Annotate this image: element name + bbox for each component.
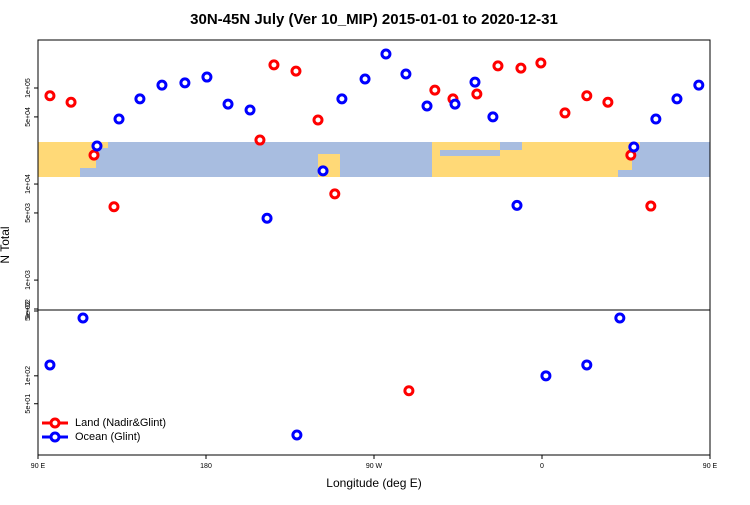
point — [268, 59, 280, 71]
point — [65, 96, 77, 108]
point — [44, 90, 56, 102]
point — [336, 93, 348, 105]
point — [535, 57, 547, 69]
point — [400, 68, 412, 80]
point — [77, 312, 89, 324]
y-tick-label: 5e+02 — [25, 299, 32, 319]
point — [602, 96, 614, 108]
point — [449, 98, 461, 110]
point — [108, 201, 120, 213]
x-axis-label: Longitude (deg E) — [326, 476, 421, 490]
point — [134, 93, 146, 105]
point — [88, 149, 100, 161]
x-tick-label: 180 — [200, 463, 212, 470]
point — [290, 65, 302, 77]
point — [261, 212, 273, 224]
point — [650, 113, 662, 125]
y-tick-label: 1e+05 — [25, 78, 32, 98]
point — [359, 73, 371, 85]
y-tick-label: 5e+02 — [25, 301, 32, 321]
point — [581, 359, 593, 371]
point — [511, 199, 523, 211]
y-tick-label: 5e+03 — [25, 203, 32, 223]
point — [91, 140, 103, 152]
x-tick-label: 0 — [540, 463, 544, 470]
point — [645, 200, 657, 212]
point — [693, 79, 705, 91]
point — [403, 385, 415, 397]
point — [380, 48, 392, 60]
point — [254, 134, 266, 146]
point — [113, 113, 125, 125]
legend-label: Land (Nadir&Glint) — [75, 417, 166, 429]
point — [429, 84, 441, 96]
point — [671, 93, 683, 105]
point — [317, 165, 329, 177]
point — [291, 429, 303, 441]
y-tick-label: 5e+04 — [25, 107, 32, 127]
point — [581, 90, 593, 102]
y-tick-label: 5e+01 — [25, 394, 32, 414]
point — [540, 370, 552, 382]
point — [244, 104, 256, 116]
legend-label: Ocean (Glint) — [75, 431, 140, 443]
y-axis-label: N Total — [0, 226, 12, 263]
map-strip — [38, 142, 710, 177]
y-tick-label: 1e+02 — [25, 366, 32, 386]
point — [614, 312, 626, 324]
point — [156, 79, 168, 91]
point — [515, 62, 527, 74]
point — [312, 114, 324, 126]
point — [469, 76, 481, 88]
point — [179, 77, 191, 89]
legend-marker — [49, 417, 61, 429]
point — [201, 71, 213, 83]
point — [222, 98, 234, 110]
y-tick-label: 1e+03 — [25, 270, 32, 290]
x-tick-label: 90 W — [366, 463, 383, 470]
point — [559, 107, 571, 119]
chart-title: 30N-45N July (Ver 10_MIP) 2015-01-01 to … — [190, 11, 558, 28]
point — [628, 141, 640, 153]
point — [44, 359, 56, 371]
point — [471, 88, 483, 100]
x-tick-label: 90 E — [31, 463, 46, 470]
point — [421, 100, 433, 112]
point — [487, 111, 499, 123]
x-tick-label: 90 E — [703, 463, 718, 470]
point — [329, 188, 341, 200]
legend: Land (Nadir&Glint) Ocean (Glint) — [42, 417, 166, 443]
legend-marker — [49, 431, 61, 443]
y-tick-label: 1e+04 — [25, 174, 32, 194]
point — [492, 60, 504, 72]
